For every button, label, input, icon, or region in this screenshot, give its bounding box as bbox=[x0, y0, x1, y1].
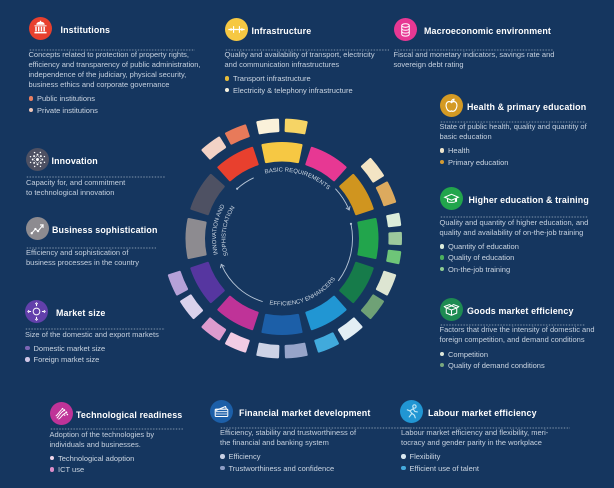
svg-text:SOPHISTICATION: SOPHISTICATION bbox=[221, 205, 236, 256]
